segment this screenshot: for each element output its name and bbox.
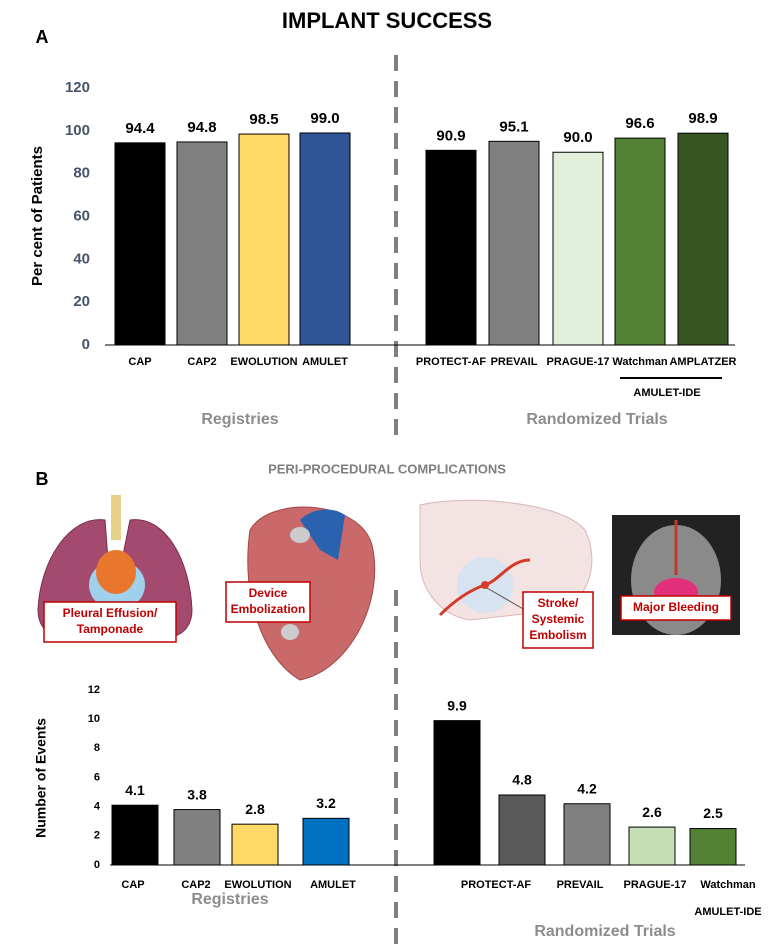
x-tick-label: PREVAIL bbox=[491, 356, 538, 368]
y-tick-label: 0 bbox=[94, 859, 100, 871]
annotation-text: Systemic bbox=[532, 612, 585, 626]
value-label: 95.1 bbox=[499, 118, 528, 135]
value-label: 9.9 bbox=[447, 697, 467, 713]
y-tick-label: 120 bbox=[65, 79, 90, 96]
annotation-box bbox=[620, 595, 732, 621]
value-label: 90.0 bbox=[563, 129, 592, 146]
x-tick-label: Watchman bbox=[612, 356, 667, 368]
value-label: 94.4 bbox=[125, 120, 155, 137]
bar bbox=[231, 823, 279, 866]
y-tick-label: 4 bbox=[94, 801, 101, 813]
annotation-text: Embolism bbox=[529, 628, 586, 642]
bar bbox=[433, 720, 481, 866]
value-label: 99.0 bbox=[310, 110, 339, 127]
y-tick-label: 12 bbox=[88, 684, 100, 696]
x-tick-label: AMPLATZER bbox=[669, 356, 736, 368]
panel-label: B bbox=[36, 469, 49, 489]
annotation-text: Tamponade bbox=[77, 622, 144, 636]
y-tick-label: 100 bbox=[65, 122, 90, 139]
x-tick-label: PROTECT-AF bbox=[461, 879, 532, 891]
value-label: 98.5 bbox=[249, 111, 278, 128]
bar bbox=[425, 149, 477, 346]
illustration-heart bbox=[247, 506, 376, 681]
bar bbox=[628, 826, 676, 866]
x-tick-label: PROTECT-AF bbox=[416, 356, 487, 368]
chart-title: PERI-PROCEDURAL COMPLICATIONS bbox=[268, 461, 506, 476]
bar bbox=[689, 828, 737, 866]
annotation-box bbox=[43, 601, 177, 643]
y-tick-label: 80 bbox=[73, 165, 90, 182]
annotation-box bbox=[522, 591, 594, 649]
x-tick-label: CAP bbox=[121, 879, 144, 891]
value-label: 96.6 bbox=[625, 115, 654, 132]
value-label: 2.6 bbox=[642, 804, 662, 820]
x-tick-label: EWOLUTION bbox=[224, 879, 291, 891]
value-label: 2.8 bbox=[245, 801, 265, 817]
group-label: Registries bbox=[191, 891, 268, 908]
chart-title: IMPLANT SUCCESS bbox=[282, 8, 492, 33]
x-tick-label: AMULET bbox=[302, 356, 348, 368]
illustration-brain bbox=[419, 499, 593, 621]
value-label: 98.9 bbox=[688, 110, 717, 127]
value-label: 2.5 bbox=[703, 805, 723, 821]
bar bbox=[176, 141, 228, 346]
bar bbox=[488, 140, 540, 346]
y-tick-label: 0 bbox=[82, 336, 90, 353]
x-tick-label: PRAGUE-17 bbox=[547, 356, 610, 368]
group-label: Randomized Trials bbox=[526, 411, 667, 428]
x-tick-label: AMULET bbox=[310, 879, 356, 891]
group-label: Registries bbox=[201, 411, 278, 428]
bar bbox=[238, 133, 290, 346]
y-axis-label: Per cent of Patients bbox=[29, 146, 46, 286]
x-tick-label: CAP2 bbox=[181, 879, 210, 891]
annotation-text: Embolization bbox=[231, 602, 306, 616]
bar bbox=[302, 817, 350, 866]
bar bbox=[677, 132, 729, 346]
x-tick-label: CAP2 bbox=[187, 356, 216, 368]
bar bbox=[563, 803, 611, 866]
bar bbox=[114, 142, 166, 346]
annotation-text: Device bbox=[249, 586, 288, 600]
y-tick-label: 8 bbox=[94, 742, 100, 754]
bar bbox=[173, 809, 221, 866]
bar bbox=[614, 137, 666, 346]
value-label: 94.8 bbox=[187, 119, 216, 136]
bar bbox=[299, 132, 351, 346]
bar bbox=[498, 794, 546, 866]
bar bbox=[552, 151, 604, 346]
x-tick-label: PREVAIL bbox=[557, 879, 604, 891]
x-tick-label: PRAGUE-17 bbox=[624, 879, 687, 891]
value-label: 90.9 bbox=[436, 127, 465, 144]
bar bbox=[111, 804, 159, 866]
bracket-label: AMULET-IDE bbox=[633, 387, 700, 399]
value-label: 4.2 bbox=[577, 780, 597, 796]
y-tick-label: 10 bbox=[88, 713, 100, 725]
annotation-text: Stroke/ bbox=[538, 596, 579, 610]
y-axis-label: Number of Events bbox=[33, 718, 49, 838]
bracket-label: AMULET-IDE bbox=[694, 906, 761, 918]
value-label: 4.1 bbox=[125, 782, 145, 798]
y-tick-label: 6 bbox=[94, 771, 100, 783]
y-tick-label: 20 bbox=[73, 293, 90, 310]
value-label: 4.8 bbox=[512, 772, 532, 788]
value-label: 3.2 bbox=[316, 795, 336, 811]
y-tick-label: 40 bbox=[73, 250, 90, 267]
y-tick-label: 2 bbox=[94, 830, 100, 842]
x-tick-label: Watchman bbox=[700, 879, 755, 891]
group-label: Randomized Trials bbox=[534, 923, 675, 940]
panel-label: A bbox=[36, 27, 49, 47]
annotation-text: Pleural Effusion/ bbox=[63, 606, 158, 620]
y-tick-label: 60 bbox=[73, 207, 90, 224]
annotation-box bbox=[225, 581, 311, 623]
x-tick-label: CAP bbox=[128, 356, 151, 368]
annotation-text: Major Bleeding bbox=[633, 600, 719, 614]
x-tick-label: EWOLUTION bbox=[230, 356, 297, 368]
value-label: 3.8 bbox=[187, 786, 207, 802]
